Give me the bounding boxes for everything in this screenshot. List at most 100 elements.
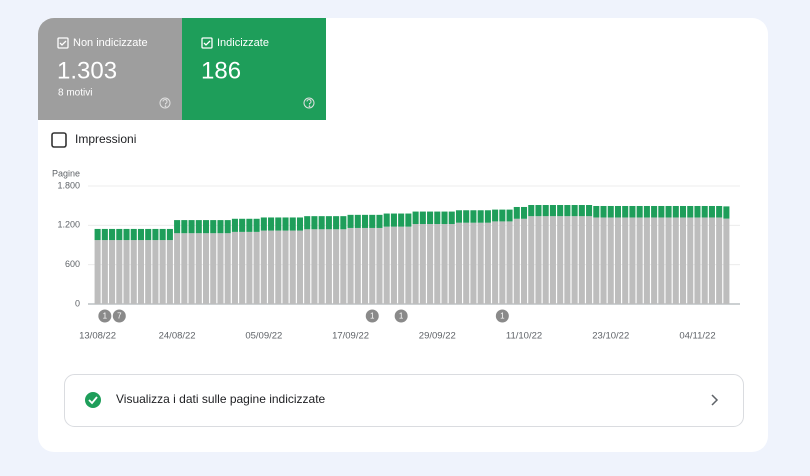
bar-segment <box>549 216 556 304</box>
bar-segment <box>405 226 412 304</box>
help-icon[interactable] <box>159 97 315 109</box>
bar-segment <box>434 211 441 225</box>
bar-segment <box>412 224 419 304</box>
bar-segment <box>419 211 426 225</box>
bar-segment <box>376 214 383 228</box>
bar-segment <box>477 210 484 223</box>
bar-segment <box>361 214 369 228</box>
bar-segment <box>687 217 694 304</box>
bar-segment <box>607 217 614 304</box>
bar-segment <box>123 228 130 241</box>
x-tick-label: 05/09/22 <box>245 331 282 342</box>
bar-segment <box>159 228 166 241</box>
bar-segment <box>665 217 672 304</box>
bar-segment <box>441 224 448 304</box>
bar-segment <box>174 220 181 234</box>
bar-segment <box>188 220 195 234</box>
bar-segment <box>145 228 152 241</box>
check-mark <box>88 396 98 405</box>
tile-not-indexed[interactable] <box>38 18 182 120</box>
bar-segment <box>369 214 376 228</box>
bar-segment <box>369 227 376 304</box>
bar-segment <box>658 217 665 304</box>
bar-segment <box>246 231 253 304</box>
bar-segment <box>600 205 607 218</box>
bar-segment <box>361 227 369 304</box>
bar-segment <box>586 205 593 217</box>
y-tick-label: 600 <box>65 259 80 269</box>
bar-segment <box>253 231 260 304</box>
bar-segment <box>123 240 130 304</box>
bar-segment <box>333 216 340 230</box>
footer-link[interactable]: Visualizza i dati sulle pagine indicizza… <box>116 392 326 406</box>
bar-segment <box>217 233 224 304</box>
bar-segment <box>311 216 318 230</box>
bar-segment <box>506 221 513 304</box>
x-tick-label: 23/10/22 <box>592 331 629 342</box>
x-tick-label: 29/09/22 <box>419 331 456 342</box>
bar-segment <box>354 227 361 304</box>
bar-segment <box>701 205 708 218</box>
bar-segment <box>528 216 535 304</box>
bar-segment <box>636 205 643 218</box>
bar-segment <box>571 205 578 217</box>
bar-segment <box>130 228 137 241</box>
tile-subtitle: 8 motivi <box>58 88 92 99</box>
impressions-label[interactable]: Impressioni <box>75 132 136 146</box>
y-tick-label: 1.200 <box>57 220 80 230</box>
bar-segment <box>318 229 325 304</box>
bar-segment <box>708 205 715 218</box>
annotation-badge <box>365 309 379 323</box>
bar-segment <box>398 213 405 227</box>
bar-segment <box>535 216 542 304</box>
bar-segment <box>383 226 390 304</box>
bar-segment <box>289 230 296 304</box>
bar-segment <box>166 228 173 241</box>
bar-segment <box>614 205 622 218</box>
bar-segment <box>434 224 441 304</box>
bar-segment <box>398 226 405 304</box>
bar-segment <box>607 205 614 218</box>
bar-segment <box>333 229 340 304</box>
bar-segment <box>564 205 571 217</box>
bar-segment <box>636 217 643 304</box>
y-tick-label: 1.800 <box>57 180 80 190</box>
bar-segment <box>578 205 585 217</box>
bar-segment <box>564 216 571 304</box>
bar-segment <box>390 213 397 227</box>
bar-segment <box>643 205 650 218</box>
x-tick-label: 11/10/22 <box>506 331 542 342</box>
bar-segment <box>571 216 578 304</box>
x-tick-label: 17/09/22 <box>332 331 369 342</box>
bar-segment <box>687 205 694 218</box>
x-tick-label: 04/11/22 <box>679 331 715 342</box>
bar-segment <box>101 228 108 241</box>
bar-segment <box>181 220 188 234</box>
bar-segment <box>231 231 238 304</box>
impressions-checkbox[interactable] <box>51 132 67 148</box>
annotation-badge <box>394 309 408 323</box>
bar-segment <box>723 218 730 304</box>
bar-segment <box>535 205 542 217</box>
bar-segment <box>506 209 513 222</box>
bar-segment <box>723 206 730 219</box>
bar-segment <box>470 222 477 304</box>
bar-segment <box>166 240 173 304</box>
tile-indexed[interactable] <box>182 18 326 120</box>
bar-segment <box>549 205 556 217</box>
x-tick-label: 24/08/22 <box>159 331 196 342</box>
bar-segment <box>383 213 390 227</box>
bar-segment <box>520 218 528 304</box>
footer-link-box[interactable] <box>64 374 744 427</box>
bar-segment <box>289 217 296 231</box>
bar-segment <box>152 228 159 241</box>
bar-segment <box>210 220 217 234</box>
bar-segment <box>578 216 585 304</box>
bar-segment <box>463 210 470 223</box>
tile-value: 186 <box>201 57 241 84</box>
bar-segment <box>137 240 145 304</box>
bar-segment <box>405 213 412 227</box>
bar-segment <box>448 211 455 225</box>
annotation-badge <box>98 309 112 323</box>
